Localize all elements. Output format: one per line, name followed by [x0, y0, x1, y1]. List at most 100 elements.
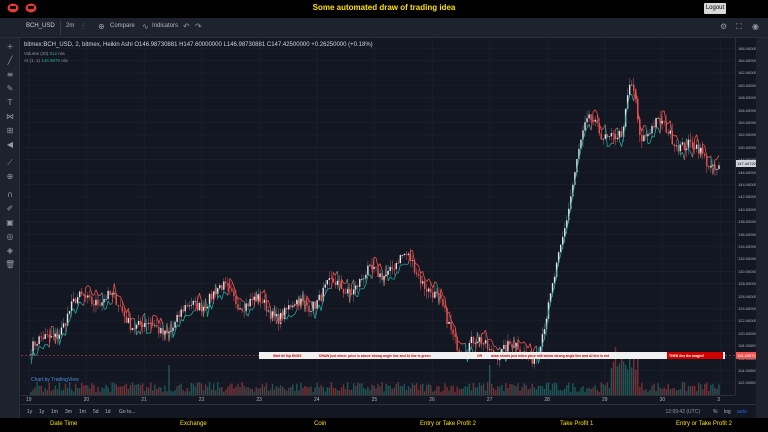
- ai-line-segment: [633, 88, 637, 102]
- ai-line-segment: [377, 263, 381, 268]
- stay-drawing-icon[interactable]: ✐: [6, 204, 14, 213]
- ai-line-segment: [692, 138, 696, 158]
- volume-bar: [432, 391, 434, 395]
- ai-line-segment: [255, 291, 259, 305]
- candle-body: [444, 305, 446, 308]
- range-button[interactable]: 1y: [39, 409, 45, 415]
- ai-line-segment: [170, 320, 174, 338]
- pattern-icon[interactable]: ⋈: [6, 112, 14, 121]
- layers-icon[interactable]: ◈: [6, 246, 14, 255]
- prediction-icon[interactable]: ⊞: [6, 126, 14, 135]
- snapshot-icon[interactable]: ◉: [752, 22, 759, 31]
- brush-icon[interactable]: ✎: [6, 84, 14, 93]
- compare-icon[interactable]: ⊕: [98, 22, 105, 31]
- candle-body: [255, 296, 257, 302]
- text-tool-icon[interactable]: T: [7, 98, 13, 107]
- range-button[interactable]: 1m: [79, 409, 86, 415]
- volume-bar: [231, 383, 233, 395]
- footer-column-header: Entry or Take Profit 2: [676, 421, 732, 427]
- volume-bar: [265, 383, 268, 395]
- candle-body: [227, 283, 229, 286]
- time-tick-label: 29: [602, 397, 608, 403]
- ai-line-segment: [107, 300, 111, 305]
- ai-line-segment: [404, 263, 407, 266]
- ai-line-segment: [140, 316, 144, 335]
- lock-icon[interactable]: ▣: [6, 218, 14, 227]
- symbol-search[interactable]: BCH_USD: [26, 23, 55, 29]
- candle-body: [478, 337, 481, 342]
- candle-body: [421, 281, 424, 284]
- ai-line-segment: [414, 262, 417, 265]
- ai-line-segment: [483, 330, 486, 334]
- time-tick-label: 21: [141, 397, 147, 403]
- volume-bar: [354, 385, 357, 395]
- volume-bar: [72, 391, 75, 395]
- eye-icon[interactable]: ◎: [6, 232, 14, 241]
- volume-bar: [62, 389, 65, 395]
- ai-line-segment: [450, 319, 454, 325]
- arrow-left-icon[interactable]: ◀: [6, 140, 14, 149]
- time-axis[interactable]: 19 20 21 22 23 24 25 26 27 28 29 30 3: [21, 395, 735, 404]
- undo-icon[interactable]: ↶: [183, 22, 190, 31]
- volume-bar: [572, 383, 574, 395]
- interval-selector[interactable]: 2m: [66, 23, 75, 29]
- time-tick-label: 20: [83, 397, 90, 403]
- fib-icon[interactable]: ≡: [6, 70, 14, 79]
- chart-type-icon[interactable]: ⫶: [82, 22, 84, 31]
- magnet-icon[interactable]: ∩: [7, 190, 13, 199]
- log-toggle[interactable]: log: [724, 409, 731, 415]
- chart-pane[interactable]: Wait till flip ENGS DRAW just when: price…: [21, 38, 735, 395]
- ai-line-segment: [619, 140, 622, 147]
- auto-toggle[interactable]: auto: [737, 409, 747, 415]
- compare-button[interactable]: Compare: [110, 23, 135, 29]
- volume-bar: [290, 387, 292, 395]
- range-button[interactable]: 3m: [65, 409, 72, 415]
- fullscreen-icon[interactable]: ⛶: [736, 22, 742, 31]
- candle-body: [78, 291, 81, 298]
- range-button[interactable]: 1m: [51, 409, 58, 415]
- ai-line-segment: [365, 275, 369, 285]
- redo-icon[interactable]: ↷: [195, 22, 202, 31]
- ai-line-segment: [194, 300, 198, 311]
- volume-bar: [188, 391, 191, 395]
- indicators-button[interactable]: Indicators: [152, 23, 179, 29]
- candle-body: [391, 266, 393, 270]
- ai-line-segment: [353, 279, 357, 296]
- candle-body: [434, 291, 436, 298]
- trash-icon[interactable]: 🗑: [5, 260, 16, 269]
- ai-line-segment: [282, 309, 286, 318]
- ai-line-segment: [657, 127, 661, 134]
- settings-icon[interactable]: ⚙: [720, 22, 728, 31]
- volume-bar: [497, 386, 499, 395]
- ruler-icon[interactable]: ⟋: [7, 158, 13, 167]
- percent-toggle[interactable]: %: [713, 409, 718, 415]
- candle-body: [714, 164, 716, 170]
- powered-by-link[interactable]: Chart by TradingView: [31, 377, 79, 383]
- candle-body: [572, 184, 574, 197]
- ai-line-segment: [239, 298, 243, 302]
- range-button[interactable]: Go to...: [119, 409, 136, 415]
- candle-body: [143, 323, 146, 327]
- price-tick-label: 150.00000000: [738, 144, 756, 150]
- price-chart[interactable]: Wait till flip ENGS DRAW just when: price…: [21, 38, 735, 395]
- logout-button[interactable]: Logout: [704, 3, 726, 14]
- ai-line-segment: [251, 306, 255, 311]
- range-button[interactable]: 1d: [105, 409, 111, 415]
- candle-body: [367, 265, 369, 275]
- indicators-icon[interactable]: ∿: [142, 22, 149, 31]
- ai-line-segment: [318, 304, 322, 311]
- candle-body: [237, 304, 239, 310]
- crosshair-icon[interactable]: +: [6, 42, 14, 51]
- zoom-in-icon[interactable]: ⊕: [6, 172, 14, 181]
- volume-bar: [48, 382, 50, 395]
- range-button[interactable]: 5d: [93, 409, 99, 415]
- price-axis[interactable]: 166.00000000 164.00000000 162.00000000 160.…: [735, 38, 756, 395]
- range-button[interactable]: 1y: [27, 409, 33, 415]
- ai-line-segment: [436, 283, 440, 305]
- ai-line-segment: [203, 298, 206, 317]
- ai-line-segment: [420, 271, 423, 274]
- trend-line-icon[interactable]: ╱: [7, 56, 13, 65]
- ai-line-segment: [379, 263, 383, 271]
- ai-line-segment: [176, 324, 180, 328]
- volume-bar: [221, 387, 223, 395]
